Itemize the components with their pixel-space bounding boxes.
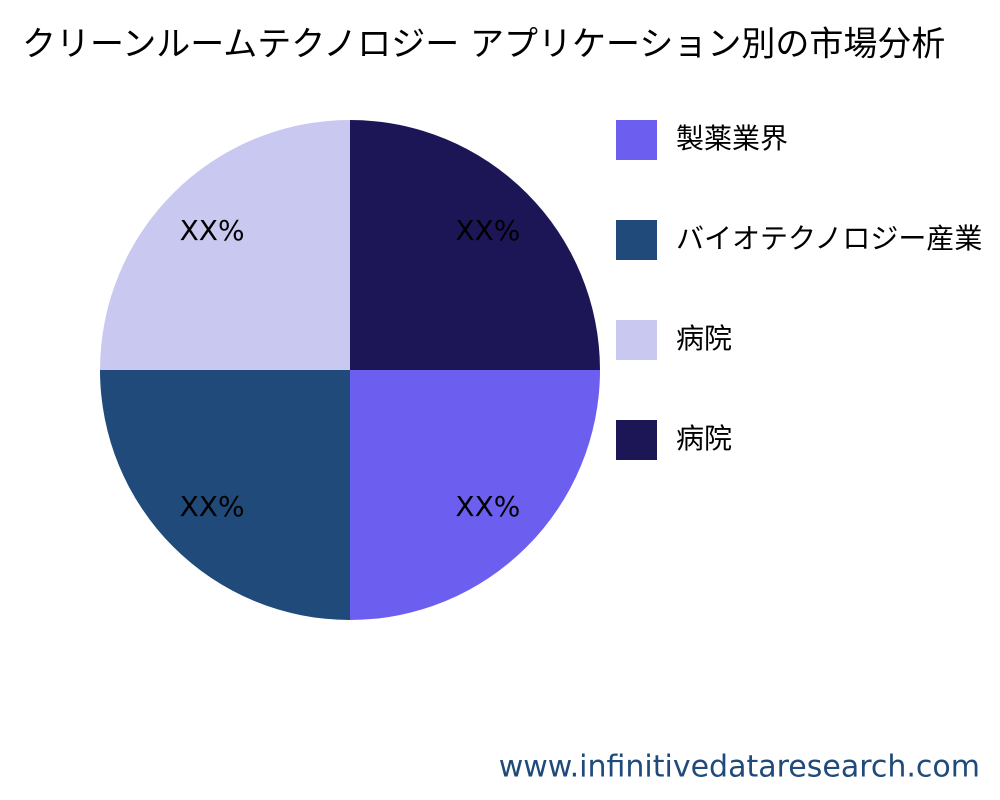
legend-label: バイオテクノロジー産業: [676, 222, 982, 255]
legend-swatch: [616, 420, 657, 460]
pie-slice: [350, 370, 600, 620]
pie-slice: [350, 120, 600, 370]
legend-label: 病院: [676, 322, 732, 355]
slice-label: XX%: [180, 490, 245, 523]
slice-label: XX%: [455, 214, 520, 247]
chart-title: クリーンルームテクノロジー アプリケーション別の市場分析: [22, 25, 945, 65]
legend-label: 病院: [676, 422, 732, 455]
legend-swatch: [616, 220, 657, 260]
legend-label: 製薬業界: [676, 122, 788, 155]
legend-swatch: [616, 320, 657, 360]
source-link: www.infinitivedataresearch.com: [499, 750, 980, 785]
pie-slice: [100, 370, 350, 620]
legend-swatch: [616, 120, 657, 160]
slice-label: XX%: [455, 490, 520, 523]
pie-slice: [100, 120, 350, 370]
slice-label: XX%: [180, 214, 245, 247]
